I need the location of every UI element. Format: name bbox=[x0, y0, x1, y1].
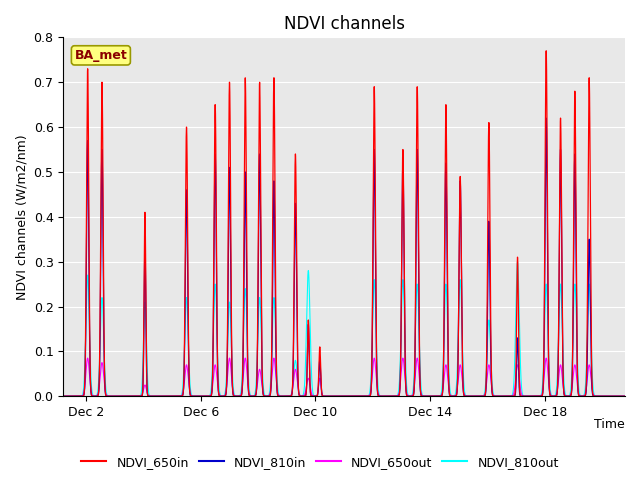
NDVI_810out bbox=[93, 392, 100, 398]
NDVI_810out bbox=[591, 393, 599, 399]
NDVI_650in bbox=[62, 393, 70, 399]
NDVI_810in bbox=[83, 232, 90, 238]
NDVI_650in bbox=[334, 393, 342, 399]
Y-axis label: NDVI channels (W/m2/nm): NDVI channels (W/m2/nm) bbox=[15, 134, 28, 300]
NDVI_650out bbox=[60, 393, 67, 399]
NDVI_810out bbox=[170, 393, 177, 399]
NDVI_650out bbox=[591, 393, 599, 399]
NDVI_810in bbox=[93, 393, 100, 399]
NDVI_650out bbox=[334, 393, 342, 399]
NDVI_650in bbox=[621, 393, 629, 399]
NDVI_810out bbox=[83, 295, 90, 300]
NDVI_810out bbox=[60, 393, 67, 399]
NDVI_810in bbox=[60, 393, 67, 399]
NDVI_810out bbox=[62, 393, 70, 399]
Legend: NDVI_650in, NDVI_810in, NDVI_650out, NDVI_810out: NDVI_650in, NDVI_810in, NDVI_650out, NDV… bbox=[76, 451, 564, 474]
NDVI_810out bbox=[334, 393, 342, 399]
NDVI_650in bbox=[93, 393, 100, 399]
NDVI_810in bbox=[542, 115, 550, 121]
NDVI_810out bbox=[621, 393, 629, 399]
NDVI_650out bbox=[83, 362, 90, 368]
NDVI_810out bbox=[514, 259, 522, 264]
Line: NDVI_650in: NDVI_650in bbox=[63, 51, 625, 396]
Line: NDVI_810in: NDVI_810in bbox=[63, 118, 625, 396]
NDVI_650out bbox=[542, 355, 550, 361]
NDVI_650in bbox=[170, 393, 177, 399]
Line: NDVI_810out: NDVI_810out bbox=[63, 262, 625, 396]
NDVI_650out bbox=[62, 393, 70, 399]
NDVI_810in bbox=[334, 393, 342, 399]
NDVI_650out bbox=[621, 393, 629, 399]
Text: BA_met: BA_met bbox=[74, 49, 127, 62]
NDVI_810in bbox=[62, 393, 70, 399]
NDVI_650in bbox=[542, 48, 550, 54]
NDVI_650in bbox=[591, 393, 599, 399]
NDVI_810in bbox=[591, 393, 599, 399]
NDVI_650in bbox=[60, 393, 67, 399]
NDVI_650in bbox=[83, 187, 90, 193]
Line: NDVI_650out: NDVI_650out bbox=[63, 358, 625, 396]
Title: NDVI channels: NDVI channels bbox=[284, 15, 404, 33]
NDVI_810in bbox=[170, 393, 177, 399]
NDVI_810in bbox=[621, 393, 629, 399]
NDVI_650out bbox=[170, 393, 177, 399]
Text: Time: Time bbox=[595, 418, 625, 431]
NDVI_650out bbox=[93, 393, 100, 399]
